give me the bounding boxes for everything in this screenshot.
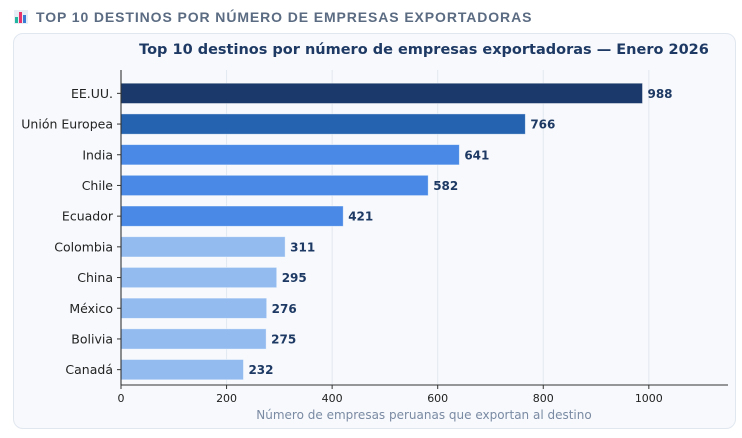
section-header: TOP 10 DESTINOS POR NÚMERO DE EMPRESAS E… [14, 7, 532, 27]
category-label: México [69, 301, 113, 316]
category-label: India [82, 147, 113, 162]
value-label: 276 [272, 302, 297, 316]
category-label: Bolivia [71, 331, 113, 346]
value-label: 295 [282, 271, 307, 285]
bar [120, 328, 267, 350]
bar [120, 359, 244, 381]
axes: EE.UU. Unión Europea India Chile Ecuador Colo… [21, 70, 728, 405]
value-label: 421 [348, 210, 373, 224]
x-tick-label: 800 [533, 392, 554, 405]
value-label: 582 [433, 179, 458, 193]
x-tick-label: 1000 [635, 392, 663, 405]
bar [120, 82, 643, 104]
bar [120, 267, 278, 289]
bar [120, 297, 268, 319]
x-tick-label: 0 [118, 392, 125, 405]
value-label: 988 [647, 87, 672, 101]
x-tick-label: 400 [322, 392, 343, 405]
value-label: 275 [271, 332, 296, 346]
section-title: TOP 10 DESTINOS POR NÚMERO DE EMPRESAS E… [36, 9, 533, 25]
bar-chart-icon [14, 10, 28, 24]
category-label: China [77, 270, 113, 285]
category-label: Unión Europea [21, 117, 113, 132]
chart-title: Top 10 destinos por número de empresas e… [139, 42, 709, 58]
x-tick-label: 200 [216, 392, 237, 405]
bar [120, 144, 460, 166]
value-label: 232 [248, 363, 273, 377]
bar [120, 236, 286, 258]
category-label: Canadá [65, 362, 113, 377]
value-label: 311 [290, 240, 315, 254]
category-label: Ecuador [62, 209, 114, 224]
x-axis-label: Número de empresas peruanas que exportan… [256, 408, 591, 422]
category-label: EE.UU. [71, 86, 113, 101]
x-tick-label: 600 [427, 392, 448, 405]
bar [120, 205, 344, 227]
bar [120, 113, 526, 135]
category-label: Colombia [54, 239, 113, 254]
value-label: 766 [530, 118, 555, 132]
category-label: Chile [82, 178, 114, 193]
value-label: 641 [464, 148, 489, 162]
bars: 988 766 641 582 421 311 295 276 275 232 [120, 82, 673, 381]
bar [120, 174, 429, 196]
